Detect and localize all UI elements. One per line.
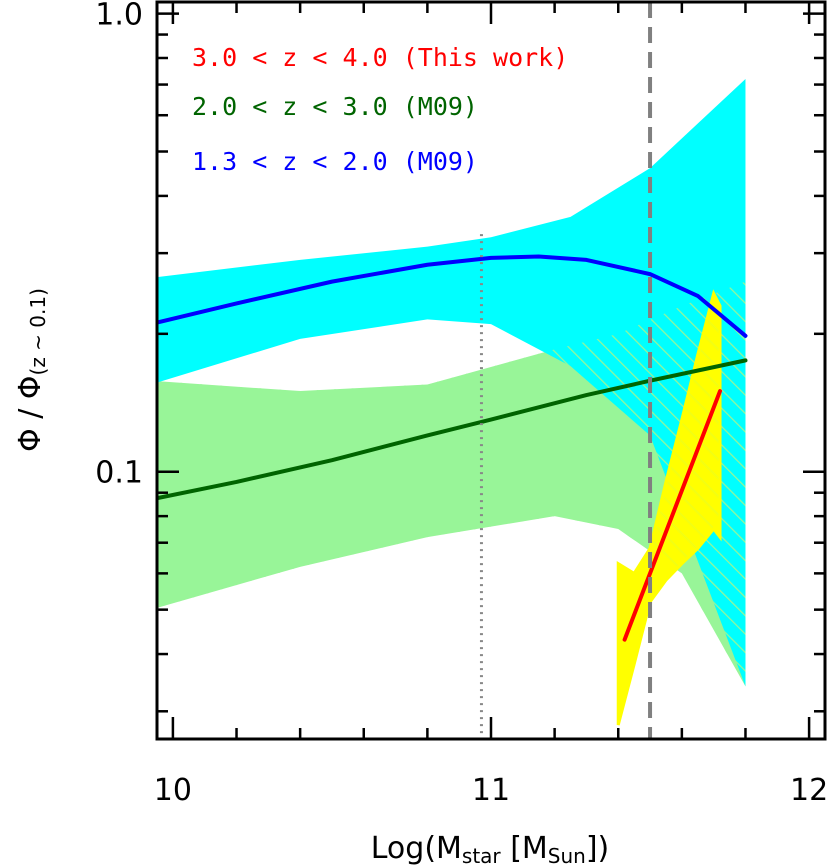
x-axis-title: Log(Mstar [MSun]) <box>371 831 610 868</box>
ticks-layer: 10 11 12 0.1 1.0 <box>95 0 828 808</box>
x-tick-label: 11 <box>472 773 510 808</box>
x-tick-label: 10 <box>154 773 192 808</box>
series-line-1-3-z-2-0-m09 <box>157 254 748 338</box>
band-outline-3-0-z-4-0-this-work <box>616 289 722 726</box>
legend-entry-m09-z2-3: 2.0 < z < 3.0 (M09) <box>192 92 478 121</box>
series-line-3-0-z-4-0-this-work <box>622 389 723 642</box>
x-tick-label: 12 <box>790 773 828 808</box>
y-axis-title: Φ / Φ(z ~ 0.1) <box>13 288 50 452</box>
y-tick-label: 1.0 <box>95 0 143 33</box>
legend-entry-m09-z1-2: 1.3 < z < 2.0 (M09) <box>192 147 478 176</box>
lines-layer <box>157 254 748 642</box>
band-hatch-2-0-z-3-0-m09 <box>157 281 746 687</box>
reference-lines-layer <box>479 2 653 739</box>
y-tick-label: 0.1 <box>95 456 143 491</box>
bands-layer <box>157 78 746 726</box>
series-line-2-0-z-3-0-m09 <box>157 358 748 501</box>
legend: 3.0 < z < 4.0 (This work) 2.0 < z < 3.0 … <box>192 43 568 176</box>
band-1-3-z-2-0-m09 <box>157 78 746 687</box>
legend-entry-this-work: 3.0 < z < 4.0 (This work) <box>192 43 568 72</box>
